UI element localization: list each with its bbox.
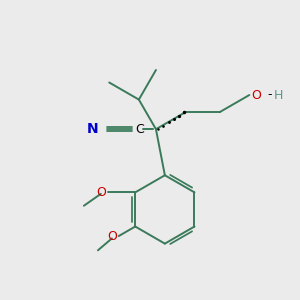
Text: C: C	[135, 123, 144, 136]
Text: H: H	[274, 88, 283, 101]
Text: O: O	[96, 186, 106, 199]
Text: N: N	[86, 122, 98, 136]
Text: O: O	[252, 88, 262, 101]
Text: -: -	[268, 88, 272, 101]
Text: O: O	[107, 230, 117, 243]
